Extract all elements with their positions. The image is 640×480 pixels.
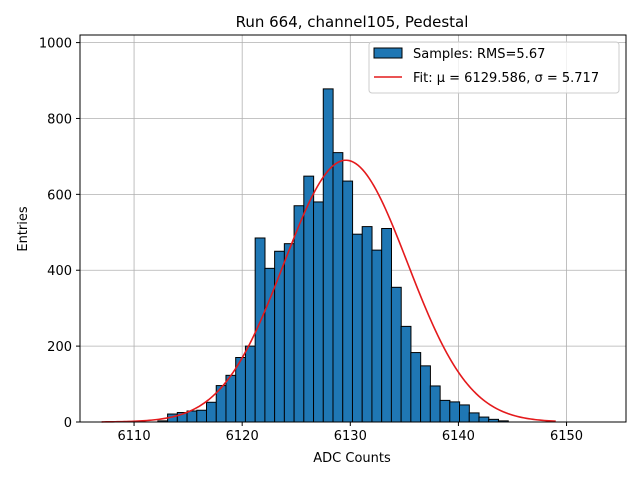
histogram-bar [186, 410, 198, 423]
histogram-bar [468, 412, 480, 423]
x-tick-label: 6150 [550, 429, 583, 444]
histogram-bar [342, 180, 354, 423]
histogram-bar [332, 152, 344, 423]
histogram-bar [205, 401, 217, 423]
histogram-bar [293, 205, 305, 423]
y-tick-label: 0 [64, 416, 72, 431]
y-axis: 0 200 400 600 800 1000 [39, 37, 80, 431]
x-tick-label: 6140 [442, 429, 475, 444]
y-tick-label: 1000 [39, 37, 72, 52]
histogram-bar [420, 365, 431, 423]
histogram-bars [157, 88, 509, 423]
histogram-bar [390, 286, 402, 423]
histogram-bar [381, 228, 392, 423]
histogram-bar [313, 201, 324, 423]
chart-title: Run 664, channel105, Pedestal [236, 13, 469, 31]
legend-swatch-samples [373, 47, 403, 59]
histogram-bar [458, 404, 470, 423]
histogram-bar [351, 233, 363, 423]
y-tick-label: 200 [47, 340, 72, 355]
y-axis-label: Entries [16, 206, 31, 252]
fit-curve [101, 159, 556, 423]
histogram-bar [225, 374, 237, 423]
y-tick-label: 600 [47, 188, 72, 203]
x-tick-label: 6130 [334, 429, 367, 444]
histogram-bar [371, 249, 383, 423]
legend: Samples: RMS=5.67 Fit: μ = 6129.586, σ =… [368, 41, 620, 94]
legend-label-samples: Samples: RMS=5.67 [413, 47, 545, 62]
x-axis: 6110 6120 6130 6140 6150 [118, 422, 583, 444]
x-tick-label: 6120 [226, 429, 259, 444]
histogram-bar [283, 243, 295, 423]
histogram-bar [410, 352, 422, 423]
histogram-bar [244, 345, 256, 423]
y-tick-label: 800 [47, 112, 72, 127]
histogram-bar [478, 416, 490, 423]
legend-label-fit: Fit: μ = 6129.586, σ = 5.717 [413, 71, 599, 86]
plot-frame [79, 34, 627, 423]
histogram-bar [400, 325, 412, 423]
histogram-bar [303, 175, 315, 423]
y-tick-label: 400 [47, 264, 72, 279]
histogram-bar [429, 385, 441, 423]
histogram-bar [196, 409, 208, 423]
x-tick-label: 6110 [118, 429, 151, 444]
histogram-bar [322, 88, 334, 423]
histogram-bar [439, 399, 451, 423]
legend-box [368, 41, 620, 94]
histogram-bar [361, 226, 373, 423]
x-axis-label: ADC Counts [313, 451, 391, 466]
histogram-bar [449, 401, 461, 423]
